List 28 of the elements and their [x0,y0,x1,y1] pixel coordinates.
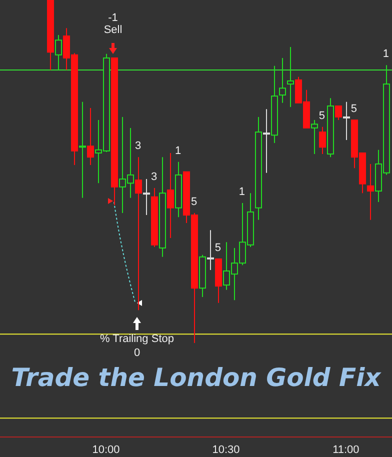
candlestick [175,161,182,218]
annotation: 5 [190,196,198,208]
candlestick [87,108,94,166]
x-tick-label: 10:00 [92,444,120,456]
annotation: 3 [150,170,158,183]
annotation: 5 [318,110,326,122]
annotation: 5 [214,242,222,254]
annotation: -1 [108,12,118,24]
annotation: 3 [134,140,142,152]
candlestick [79,101,86,198]
text: 0 [134,346,140,359]
x-tick-label: 10:30 [212,444,240,456]
candlestick [167,152,174,239]
candlestick [367,163,374,220]
candlestick [279,57,286,104]
annotation: 1 [174,144,182,157]
candlestick [159,156,166,258]
x-tick-label: 11:00 [332,444,360,456]
annotation: % Trailing Stop [100,332,174,345]
text: Trade the London Gold Fix [11,363,382,392]
annotation: 5 [350,103,357,116]
candlestick [287,46,294,108]
annotation: 1 [238,186,246,198]
annotation: 1 [382,48,389,60]
candlestick [143,178,150,216]
candlestick [343,101,350,140]
candlestick [135,156,142,311]
annotation: Sell [104,24,122,36]
